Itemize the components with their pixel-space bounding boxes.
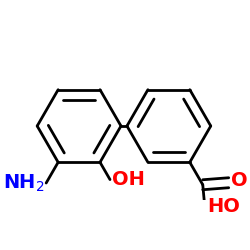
Text: HO: HO <box>207 197 240 216</box>
Text: O: O <box>231 171 247 190</box>
Text: NH$_2$: NH$_2$ <box>2 172 44 194</box>
Text: OH: OH <box>112 170 145 189</box>
